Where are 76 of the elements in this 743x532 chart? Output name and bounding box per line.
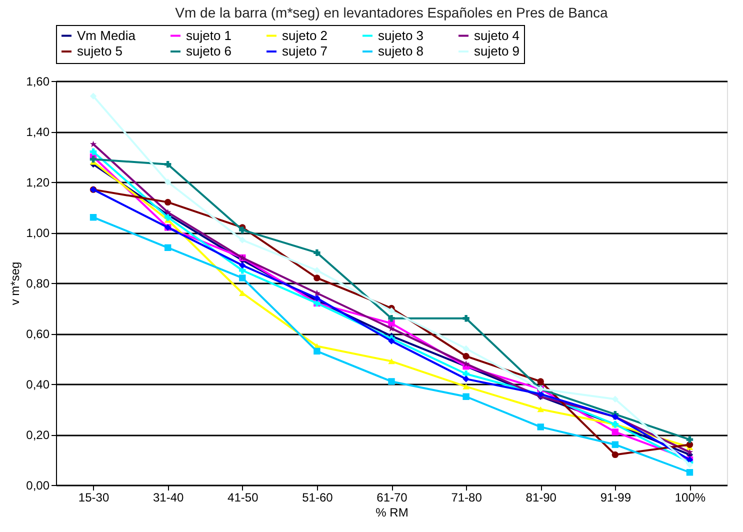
x-tick-label: 41-50 bbox=[228, 490, 259, 504]
y-tick-label: 0,40 bbox=[26, 378, 50, 392]
point bbox=[462, 314, 470, 322]
y-tick-label: 0,80 bbox=[26, 276, 50, 290]
legend-label: sujeto 4 bbox=[474, 28, 520, 43]
x-tick-label: 15-30 bbox=[78, 490, 110, 504]
point bbox=[462, 393, 470, 400]
legend-label: sujeto 8 bbox=[378, 44, 424, 58]
point bbox=[239, 236, 246, 244]
point bbox=[164, 244, 172, 252]
y-tick-label: 1,40 bbox=[26, 125, 50, 139]
point bbox=[90, 140, 97, 148]
y-tick-label: 1,60 bbox=[26, 74, 50, 88]
point bbox=[388, 378, 395, 385]
point bbox=[90, 214, 97, 221]
point bbox=[314, 294, 320, 302]
point bbox=[388, 307, 395, 314]
x-tick-label: 31-40 bbox=[152, 490, 184, 504]
point bbox=[314, 267, 320, 274]
y-tick-label: 0,60 bbox=[26, 327, 50, 341]
point bbox=[164, 160, 172, 168]
legend-label: sujeto 2 bbox=[282, 28, 328, 43]
point bbox=[164, 178, 172, 186]
x-tick-label: 100% bbox=[674, 490, 706, 504]
x-tick-label: 51-60 bbox=[302, 490, 334, 504]
point bbox=[537, 406, 544, 412]
x-tick-label: 81-90 bbox=[526, 490, 557, 504]
point bbox=[239, 290, 246, 296]
point bbox=[388, 314, 395, 322]
point bbox=[164, 198, 172, 206]
point bbox=[612, 396, 619, 403]
point bbox=[164, 214, 172, 221]
point bbox=[686, 461, 694, 468]
point bbox=[239, 262, 246, 269]
point bbox=[388, 338, 395, 344]
point bbox=[612, 441, 619, 448]
y-tick-label: 0,20 bbox=[26, 428, 50, 442]
point bbox=[462, 384, 470, 390]
point bbox=[314, 290, 320, 296]
point bbox=[90, 92, 97, 100]
point bbox=[537, 378, 544, 385]
y-tick-label: 0,00 bbox=[26, 478, 50, 492]
point bbox=[537, 424, 544, 430]
point bbox=[612, 428, 619, 436]
point bbox=[90, 148, 97, 156]
point bbox=[462, 345, 470, 352]
point bbox=[462, 352, 470, 360]
y-axis-title: v m*seg bbox=[8, 262, 22, 306]
point bbox=[388, 325, 395, 332]
point bbox=[462, 370, 470, 378]
x-tick-label: 71-80 bbox=[451, 490, 482, 504]
point bbox=[314, 274, 320, 282]
point bbox=[612, 451, 619, 458]
legend-label: sujeto 5 bbox=[77, 44, 123, 58]
point bbox=[388, 358, 395, 364]
legend-label: sujeto 7 bbox=[282, 44, 328, 58]
point bbox=[314, 348, 320, 355]
legend-label: Vm Media bbox=[77, 28, 136, 43]
legend-label: sujeto 3 bbox=[378, 28, 424, 43]
legend-label: sujeto 1 bbox=[186, 28, 232, 43]
point bbox=[90, 156, 97, 163]
point bbox=[164, 208, 172, 216]
point bbox=[239, 274, 246, 282]
legend-label: sujeto 9 bbox=[474, 44, 520, 58]
y-tick-label: 1,00 bbox=[26, 226, 50, 240]
x-axis-title: % RM bbox=[376, 506, 408, 520]
point bbox=[239, 226, 246, 234]
x-tick-label: 91-99 bbox=[600, 490, 632, 504]
x-tick-label: 61-70 bbox=[376, 490, 408, 504]
point bbox=[686, 469, 694, 476]
y-tick-label: 1,20 bbox=[26, 176, 50, 190]
legend-label: sujeto 6 bbox=[186, 44, 232, 58]
point bbox=[462, 376, 470, 382]
point bbox=[686, 436, 694, 443]
point bbox=[314, 249, 320, 256]
chart-title: Vm de la barra (m*seg) en levantadores Españoles en Pres de Banca bbox=[175, 4, 608, 20]
